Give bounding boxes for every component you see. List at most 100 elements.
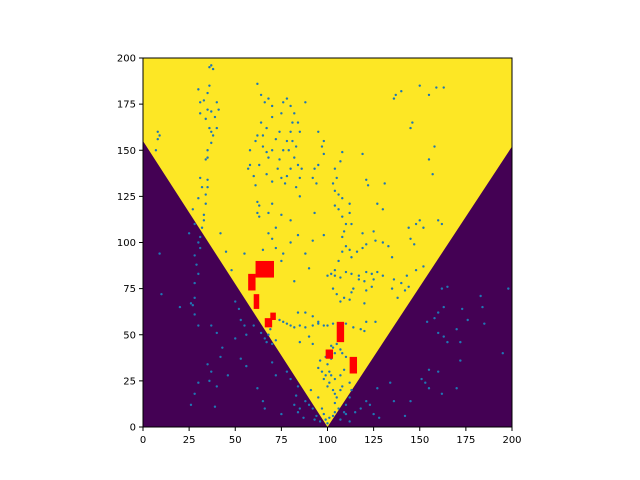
scatter-point <box>357 278 361 281</box>
scatter-point <box>427 387 431 390</box>
scatter-point <box>197 241 200 244</box>
scatter-point <box>363 302 366 305</box>
scatter-point <box>270 202 274 205</box>
scatter-point <box>326 422 329 425</box>
scatter-point <box>459 359 462 362</box>
scatter-point <box>359 328 362 331</box>
scatter-point <box>261 399 265 403</box>
scatter-point <box>285 139 289 143</box>
scatter-point <box>335 396 338 399</box>
scatter-point <box>296 311 300 314</box>
scatter-point <box>289 104 292 108</box>
scatter-point <box>400 281 403 285</box>
scatter-point <box>341 150 344 154</box>
scatter-point <box>409 237 412 241</box>
scatter-point <box>215 126 218 130</box>
scatter-point <box>320 370 324 373</box>
scatter-point <box>224 250 228 253</box>
scatter-point <box>158 134 161 137</box>
scatter-point <box>376 202 379 205</box>
scatter-point <box>210 370 213 373</box>
scatter-point <box>370 272 373 276</box>
scatter-point <box>276 167 279 170</box>
scatter-point <box>298 195 302 198</box>
scatter-point <box>298 324 302 327</box>
scatter-point <box>317 396 320 399</box>
scatter-point <box>324 418 327 421</box>
y-tick-label: 0 <box>130 423 136 434</box>
scatter-point <box>337 259 340 263</box>
scatter-point <box>353 411 357 414</box>
scatter-point <box>261 145 265 148</box>
scatter-point <box>193 296 196 300</box>
scatter-point <box>372 412 375 416</box>
scatter-point <box>365 270 368 274</box>
scatter-point <box>433 316 436 320</box>
scatter-point <box>333 189 337 193</box>
scatter-point <box>248 149 252 152</box>
scatter-point <box>210 110 213 113</box>
scatter-point <box>344 403 348 407</box>
scatter-point <box>221 346 224 349</box>
scatter-point <box>270 115 274 119</box>
scatter-point <box>226 374 230 377</box>
scatter-point <box>440 222 444 226</box>
scatter-point <box>363 280 366 283</box>
scatter-point <box>507 287 510 290</box>
scatter-point <box>208 126 211 130</box>
scatter-point <box>442 86 445 89</box>
scatter-point <box>442 335 445 338</box>
scatter-point <box>304 252 307 255</box>
scatter-point <box>333 274 337 277</box>
scatter-point <box>256 82 259 86</box>
scatter-point <box>274 374 278 377</box>
scatter-point <box>501 352 504 355</box>
scatter-point <box>333 204 337 207</box>
scatter-point <box>254 184 257 187</box>
scatter-point <box>317 163 320 167</box>
scatter-point <box>339 374 342 377</box>
scatter-point <box>344 270 348 274</box>
scatter-point <box>355 250 359 253</box>
scatter-point <box>293 403 296 407</box>
scatter-point <box>269 328 272 331</box>
scatter-point <box>455 328 458 331</box>
scatter-point <box>282 149 285 152</box>
scatter-point <box>311 342 314 346</box>
scatter-point <box>440 392 444 395</box>
scatter-point <box>413 243 416 246</box>
scatter-point <box>296 385 300 388</box>
red-marker <box>253 294 260 309</box>
scatter-point <box>198 235 202 239</box>
scatter-point <box>208 379 211 383</box>
scatter-point <box>377 416 381 419</box>
x-tick-label: 50 <box>229 435 242 446</box>
scatter-point <box>270 180 274 183</box>
scatter-point <box>256 134 259 137</box>
scatter-point <box>293 326 296 329</box>
scatter-point <box>280 213 283 217</box>
scatter-point <box>278 158 281 161</box>
y-axis: 0 25 50 75 100 125 150 175 200 <box>117 54 143 434</box>
scatter-point <box>215 331 218 335</box>
scatter-point <box>252 174 255 178</box>
x-tick-label: 25 <box>183 435 196 446</box>
scatter-point <box>350 222 353 226</box>
scatter-point <box>191 304 195 307</box>
scatter-point <box>341 197 344 200</box>
scatter-point <box>265 126 268 130</box>
scatter-point <box>289 130 292 133</box>
scatter-point <box>392 278 396 281</box>
scatter-point <box>365 320 368 324</box>
scatter-point <box>370 285 373 288</box>
scatter-point <box>193 254 196 257</box>
red-marker <box>248 273 256 291</box>
scatter-point <box>243 324 246 327</box>
scatter-point <box>307 403 311 407</box>
scatter-point <box>420 377 423 381</box>
scatter-point <box>261 134 265 137</box>
scatter-point <box>285 370 289 373</box>
scatter-point <box>335 342 338 346</box>
scatter-point <box>337 208 340 211</box>
scatter-point <box>339 388 342 392</box>
